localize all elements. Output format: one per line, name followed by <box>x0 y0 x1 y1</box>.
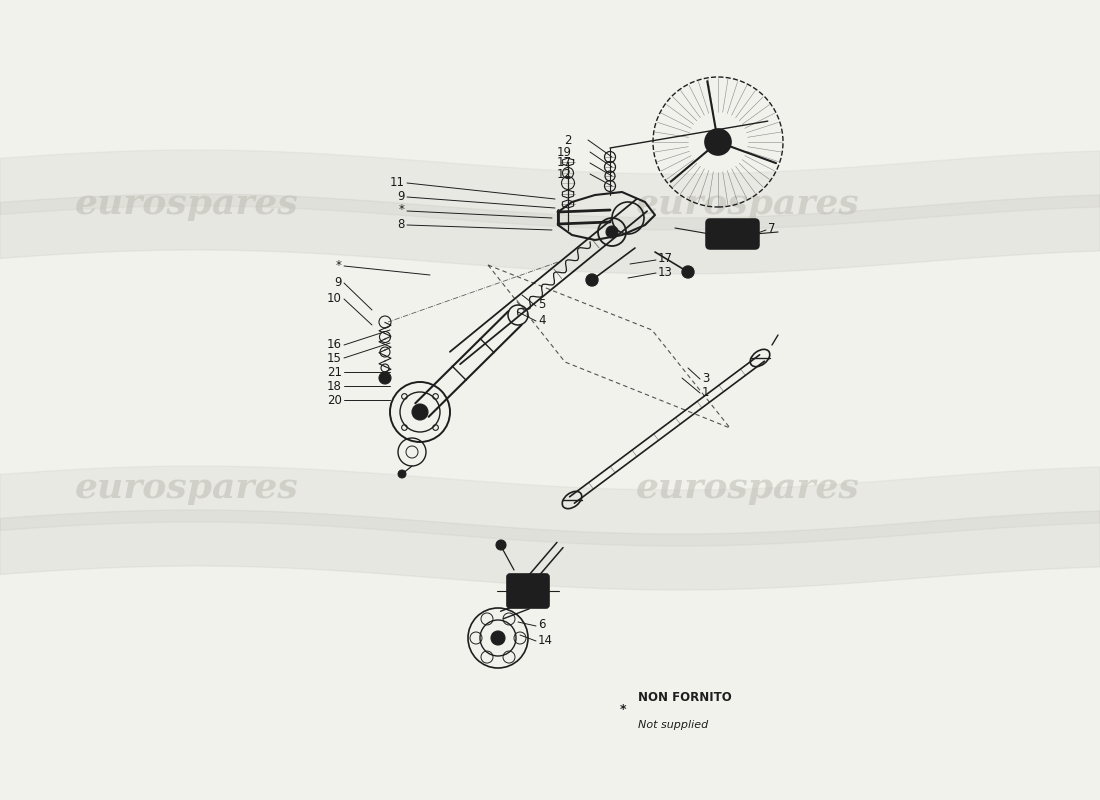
Text: 4: 4 <box>538 314 546 326</box>
Circle shape <box>522 586 534 596</box>
Text: 19: 19 <box>557 146 572 158</box>
FancyBboxPatch shape <box>507 574 549 608</box>
Circle shape <box>496 540 506 550</box>
Circle shape <box>398 470 406 478</box>
Text: 14: 14 <box>538 634 553 646</box>
Text: 10: 10 <box>327 291 342 305</box>
Circle shape <box>710 134 726 150</box>
Text: 16: 16 <box>327 338 342 351</box>
Text: 2: 2 <box>564 134 572 146</box>
Text: 18: 18 <box>327 379 342 393</box>
Circle shape <box>491 631 505 645</box>
Text: eurospares: eurospares <box>636 187 860 221</box>
Text: 7: 7 <box>768 222 776 234</box>
FancyBboxPatch shape <box>706 219 759 249</box>
Text: 20: 20 <box>327 394 342 406</box>
Text: 13: 13 <box>658 266 673 278</box>
Text: 5: 5 <box>538 298 546 311</box>
Circle shape <box>705 129 732 155</box>
Text: *: * <box>399 203 405 217</box>
Text: 21: 21 <box>327 366 342 378</box>
Text: Not supplied: Not supplied <box>638 720 708 730</box>
Circle shape <box>682 266 694 278</box>
Text: eurospares: eurospares <box>636 471 860 505</box>
Text: 9: 9 <box>334 275 342 289</box>
Text: 15: 15 <box>327 351 342 365</box>
Text: 1: 1 <box>702 386 710 398</box>
Circle shape <box>379 372 390 384</box>
Circle shape <box>606 226 618 238</box>
Text: €: € <box>495 633 502 643</box>
Circle shape <box>586 274 598 286</box>
Text: 9: 9 <box>397 190 405 202</box>
Circle shape <box>412 404 428 420</box>
Text: 12: 12 <box>557 167 572 181</box>
Text: eurospares: eurospares <box>75 471 299 505</box>
Text: 17: 17 <box>658 251 673 265</box>
Text: 3: 3 <box>702 371 710 385</box>
Text: eurospares: eurospares <box>75 187 299 221</box>
Text: *: * <box>337 258 342 271</box>
Text: 17: 17 <box>557 157 572 170</box>
Text: 11: 11 <box>390 175 405 189</box>
Text: 6: 6 <box>538 618 546 631</box>
Text: 8: 8 <box>397 218 405 230</box>
Text: *: * <box>619 703 626 716</box>
Text: NON FORNITO: NON FORNITO <box>638 691 732 704</box>
